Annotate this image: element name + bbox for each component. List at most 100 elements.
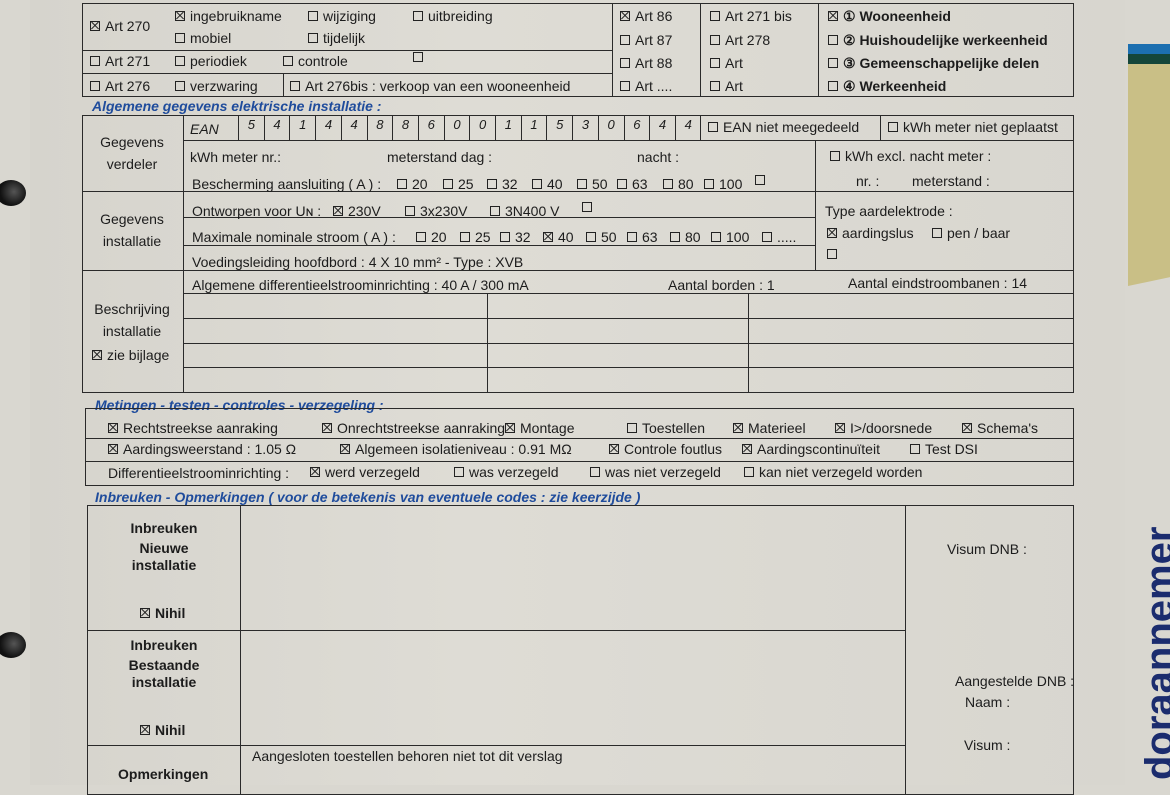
checkbox[interactable]: [175, 33, 185, 43]
checkbox-aardingslus[interactable]: aardingslus: [827, 224, 914, 242]
checkbox[interactable]: [460, 232, 470, 242]
checkbox-controle[interactable]: controle: [283, 52, 348, 70]
checkbox-meting[interactable]: Controle foutlus: [609, 440, 722, 458]
checkbox-art276bis[interactable]: Art 276bis : verkoop van een wooneenheid: [290, 77, 570, 95]
checkbox[interactable]: [586, 232, 596, 242]
checkbox-bestaand-nihil[interactable]: Nihil: [140, 721, 185, 739]
checkbox[interactable]: [454, 467, 464, 477]
ean-digit[interactable]: 1: [289, 115, 315, 140]
checkbox[interactable]: [505, 423, 515, 433]
checkbox[interactable]: [532, 179, 542, 189]
checkbox[interactable]: [663, 179, 673, 189]
checkbox-art278[interactable]: Art 278: [710, 31, 770, 49]
checkbox-art86[interactable]: Art 86: [620, 7, 672, 25]
checkbox[interactable]: [140, 608, 150, 618]
checkbox[interactable]: [704, 179, 714, 189]
checkbox-pen-baar[interactable]: pen / baar: [932, 224, 1010, 242]
checkbox-meting[interactable]: I>/doorsnede: [835, 419, 932, 437]
checkbox-ontworpen[interactable]: 3x230V: [405, 202, 467, 220]
checkbox-meting[interactable]: Aardingsweerstand : 1.05 Ω: [108, 440, 296, 458]
checkbox[interactable]: [733, 423, 743, 433]
checkbox-bescherming[interactable]: 63: [617, 175, 648, 193]
checkbox[interactable]: [609, 444, 619, 454]
checkbox[interactable]: [828, 35, 838, 45]
checkbox[interactable]: [577, 179, 587, 189]
checkbox-art_b[interactable]: Art: [710, 77, 743, 95]
ean-digit[interactable]: 0: [443, 115, 470, 140]
checkbox-ingebruikname[interactable]: ingebruikname: [175, 7, 282, 25]
checkbox[interactable]: [140, 725, 150, 735]
checkbox-stroom[interactable]: 80: [670, 228, 701, 246]
checkbox[interactable]: [888, 122, 898, 132]
checkbox-bescherming[interactable]: 20: [397, 175, 428, 193]
checkbox-verzegeling[interactable]: kan niet verzegeld worden: [744, 463, 922, 481]
checkbox-bescherming[interactable]: [755, 175, 770, 185]
checkbox[interactable]: [710, 58, 720, 68]
checkbox-bescherming[interactable]: 50: [577, 175, 608, 193]
checkbox-meting[interactable]: Toestellen: [627, 419, 705, 437]
checkbox[interactable]: [500, 232, 510, 242]
checkbox[interactable]: [627, 423, 637, 433]
checkbox-meting[interactable]: Montage: [505, 419, 574, 437]
checkbox[interactable]: [543, 232, 553, 242]
ean-digit[interactable]: 5: [238, 115, 264, 140]
checkbox[interactable]: [828, 58, 838, 68]
checkbox[interactable]: [416, 232, 426, 242]
checkbox-werkeenheid[interactable]: ④ Werkeenheid: [828, 77, 946, 95]
checkbox[interactable]: [333, 206, 343, 216]
checkbox-meting[interactable]: Test DSI: [910, 440, 978, 458]
checkbox[interactable]: [827, 228, 837, 238]
checkbox[interactable]: [932, 228, 942, 238]
checkbox[interactable]: [620, 58, 630, 68]
checkbox[interactable]: [827, 249, 837, 259]
checkbox[interactable]: [590, 467, 600, 477]
checkbox[interactable]: [620, 35, 630, 45]
checkbox-art270[interactable]: Art 270: [90, 17, 150, 35]
checkbox[interactable]: [405, 206, 415, 216]
checkbox-art_a[interactable]: Art: [710, 54, 743, 72]
checkbox-bescherming[interactable]: 32: [487, 175, 518, 193]
ean-digit[interactable]: 6: [623, 115, 650, 140]
checkbox[interactable]: [322, 423, 332, 433]
checkbox[interactable]: [397, 179, 407, 189]
checkbox-meting[interactable]: Algemeen isolatieniveau : 0.91 MΩ: [340, 440, 572, 458]
checkbox-stroom[interactable]: 32: [500, 228, 531, 246]
ean-digit[interactable]: 1: [495, 115, 521, 140]
checkbox[interactable]: [413, 11, 423, 21]
checkbox-zie-bijlage[interactable]: zie bijlage: [92, 346, 169, 364]
checkbox[interactable]: [742, 444, 752, 454]
checkbox-bescherming[interactable]: 100: [704, 175, 742, 193]
checkbox-verzwaring[interactable]: verzwaring: [175, 77, 258, 95]
ean-digit[interactable]: 4: [649, 115, 675, 140]
checkbox[interactable]: [90, 56, 100, 66]
checkbox-meting[interactable]: Materieel: [733, 419, 806, 437]
checkbox[interactable]: [835, 423, 845, 433]
checkbox[interactable]: [108, 444, 118, 454]
checkbox[interactable]: [670, 232, 680, 242]
checkbox[interactable]: [175, 56, 185, 66]
checkbox-nieuw-nihil[interactable]: Nihil: [140, 604, 185, 622]
checkbox-verzegeling[interactable]: was verzegeld: [454, 463, 559, 481]
checkbox[interactable]: [340, 444, 350, 454]
checkbox-wijziging[interactable]: wijziging: [308, 7, 376, 25]
checkbox-stroom[interactable]: 50: [586, 228, 617, 246]
ean-digit[interactable]: 1: [520, 115, 547, 140]
checkbox[interactable]: [90, 21, 100, 31]
checkbox[interactable]: [175, 11, 185, 21]
checkbox[interactable]: [762, 232, 772, 242]
checkbox[interactable]: [308, 11, 318, 21]
checkbox[interactable]: [910, 444, 920, 454]
checkbox[interactable]: [708, 122, 718, 132]
checkbox[interactable]: [744, 467, 754, 477]
checkbox[interactable]: [108, 423, 118, 433]
checkbox[interactable]: [710, 35, 720, 45]
checkbox-meting[interactable]: Onrechtstreekse aanraking: [322, 419, 505, 437]
opmerkingen-text[interactable]: Aangesloten toestellen behoren niet tot …: [252, 748, 563, 764]
checkbox[interactable]: [620, 81, 630, 91]
checkbox-wooneenheid[interactable]: ① Wooneenheid: [828, 7, 951, 25]
checkbox-bescherming[interactable]: 40: [532, 175, 563, 193]
checkbox[interactable]: [443, 179, 453, 189]
checkbox-periodiek[interactable]: periodiek: [175, 52, 247, 70]
ean-digit[interactable]: 4: [263, 115, 290, 140]
checkbox[interactable]: [828, 11, 838, 21]
